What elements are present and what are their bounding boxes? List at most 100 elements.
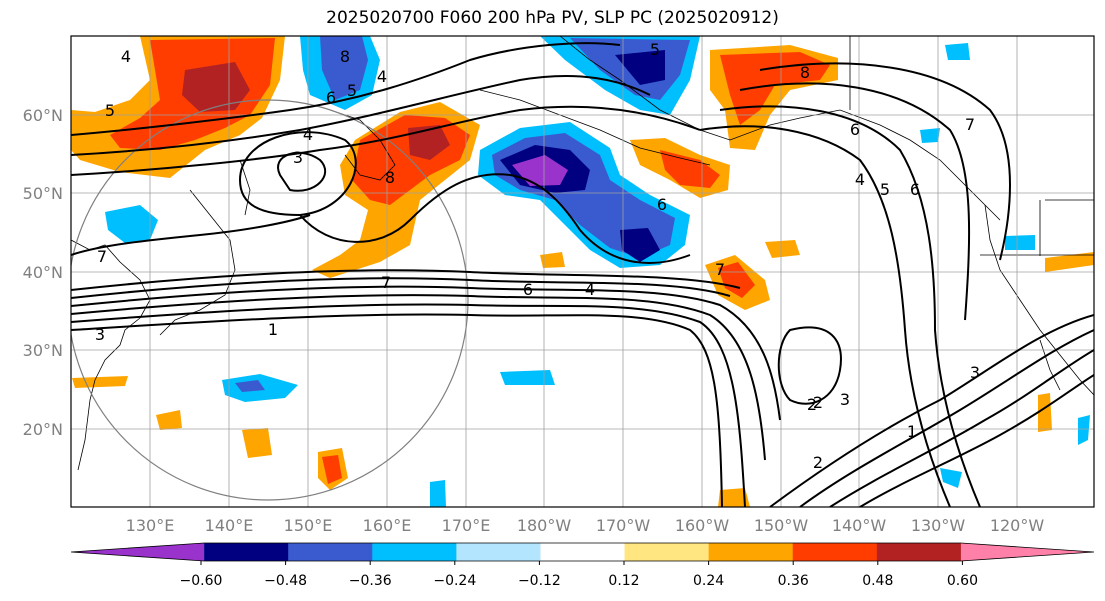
contour-label: 2 xyxy=(813,393,823,412)
colorbar-tick-label: −0.12 xyxy=(518,573,561,589)
pv-negative-east-2 xyxy=(940,468,962,488)
colorbar-segment xyxy=(540,543,626,561)
pv-positive-west-coast xyxy=(1045,252,1094,272)
contour-label: 2 xyxy=(813,453,823,472)
contour-jet-4 xyxy=(71,285,781,421)
contour-subtrop-4 xyxy=(829,349,1094,507)
pv-negative-alaska-coast xyxy=(920,128,940,143)
colorbar: −0.60 −0.48 −0.36 −0.24 −0.12 0.12 0.24 0.36 0.4… xyxy=(70,542,1095,589)
contour-label: 3 xyxy=(970,363,980,382)
contour-west-1 xyxy=(71,214,311,256)
lat-label-50n: 50°N xyxy=(23,184,63,203)
colorbar-segment xyxy=(876,543,962,561)
contour-label: 6 xyxy=(326,88,336,107)
pv-positive-tropics-1 xyxy=(72,376,128,388)
colorbar-segment xyxy=(792,543,878,561)
pv-negative-band-ne-navy xyxy=(615,50,665,85)
contour-label: 4 xyxy=(585,280,595,299)
colorbar-segment xyxy=(708,543,794,561)
colorbar-tick-label: 0.36 xyxy=(778,573,809,589)
contour-subtrop-3 xyxy=(799,329,1094,507)
pv-negative-band-north-core xyxy=(320,36,368,100)
contour-label: 6 xyxy=(850,120,860,139)
coastline-alaska xyxy=(559,36,1001,221)
contour-label: 7 xyxy=(715,260,725,279)
lon-label-140w: 140°W xyxy=(832,516,887,535)
contour-label: 4 xyxy=(377,67,387,86)
pv-negative-dome-purple xyxy=(512,155,568,186)
pv-negative-central-south xyxy=(500,370,555,385)
longitude-labels: 130°E 140°E 150°E 160°E 170°E 180°W 170°… xyxy=(126,516,1045,535)
colorbar-outline xyxy=(70,542,1095,562)
contour-label: 3 xyxy=(840,390,850,409)
contour-north-3 xyxy=(71,105,701,176)
pv-negative-japan-sea xyxy=(105,205,158,243)
contour-north-1 xyxy=(71,42,621,136)
colorbar-segment xyxy=(288,543,373,561)
pv-negative-nw-corner xyxy=(945,43,970,60)
pv-shading xyxy=(71,36,1094,507)
contour-label: 1 xyxy=(907,422,917,441)
contour-east-3 xyxy=(739,82,971,321)
coastline-japan xyxy=(159,189,236,336)
coastline-asia xyxy=(71,239,151,471)
colorbar-segment xyxy=(372,543,457,561)
colorbar-tick-label: 0.12 xyxy=(608,573,639,589)
contour-label: 6 xyxy=(523,280,533,299)
contour-jet-5 xyxy=(71,277,731,299)
contour-east-4 xyxy=(759,62,1011,261)
map-title: 2025020700 F060 200 hPa PV, SLP PC (2025… xyxy=(326,8,779,28)
contour-label: 1 xyxy=(268,320,278,339)
pv-negative-tropics-central xyxy=(430,480,446,507)
contour-label: 8 xyxy=(340,47,350,66)
pv-negative-east-1 xyxy=(1005,235,1035,250)
contour-subtrop-5 xyxy=(859,374,1094,507)
contour-label: 4 xyxy=(121,47,131,66)
lon-label-170e: 170°E xyxy=(442,516,491,535)
pv-darkred-core-siberia xyxy=(182,62,250,112)
contour-label: 7 xyxy=(97,247,107,266)
contour-north-2 xyxy=(71,75,651,156)
pv-positive-tropics-5 xyxy=(718,488,750,507)
pv-negative-dome-navy-2 xyxy=(620,228,660,262)
contour-jet-3 xyxy=(71,294,766,461)
pv-negative-south-core xyxy=(235,380,265,392)
contour-jet-6 xyxy=(71,269,741,291)
colorbar-tick-label: 0.60 xyxy=(947,573,978,589)
map-frame xyxy=(70,35,1095,508)
pv-positive-tropics-4-red xyxy=(322,455,342,484)
contour-subtrop-2 xyxy=(769,314,1094,507)
contour-east-2 xyxy=(719,105,981,507)
coastline-aleutians xyxy=(479,89,711,166)
pv-positive-tropics-6 xyxy=(1038,393,1052,432)
contour-subtrop-1 xyxy=(777,326,842,405)
lon-label-170w: 170°W xyxy=(596,516,651,535)
pv-negative-east-3 xyxy=(1078,415,1090,445)
pv-positive-tropics-3 xyxy=(242,428,272,458)
contour-label: 5 xyxy=(880,180,890,199)
colorbar-tick-label: 0.48 xyxy=(862,573,893,589)
lat-label-60n: 60°N xyxy=(23,106,63,125)
colorbar-tick-label: −0.60 xyxy=(180,573,223,589)
contour-label: 7 xyxy=(965,115,975,134)
lon-label-150e: 150°E xyxy=(284,516,333,535)
latitude-labels: 20°N 30°N 40°N 50°N 60°N xyxy=(23,106,63,439)
lat-label-30n: 30°N xyxy=(23,341,63,360)
contour-trough-1 xyxy=(299,173,691,264)
lon-label-120w: 120°W xyxy=(990,516,1045,535)
lon-label-160w: 160°W xyxy=(675,516,730,535)
lon-label-140e: 140°E xyxy=(205,516,254,535)
border-state xyxy=(1039,199,1094,256)
pv-positive-tropics-2 xyxy=(156,410,182,430)
lon-label-160e: 160°E xyxy=(363,516,412,535)
colorbar-segment xyxy=(624,543,710,561)
lat-label-40n: 40°N xyxy=(23,263,63,282)
contour-label: 5 xyxy=(105,101,115,120)
range-circle xyxy=(71,99,469,501)
contour-east-1 xyxy=(699,125,951,507)
colorbar-segment xyxy=(71,543,205,561)
slp-contours xyxy=(71,42,1094,507)
contour-label: 2 xyxy=(807,395,817,414)
